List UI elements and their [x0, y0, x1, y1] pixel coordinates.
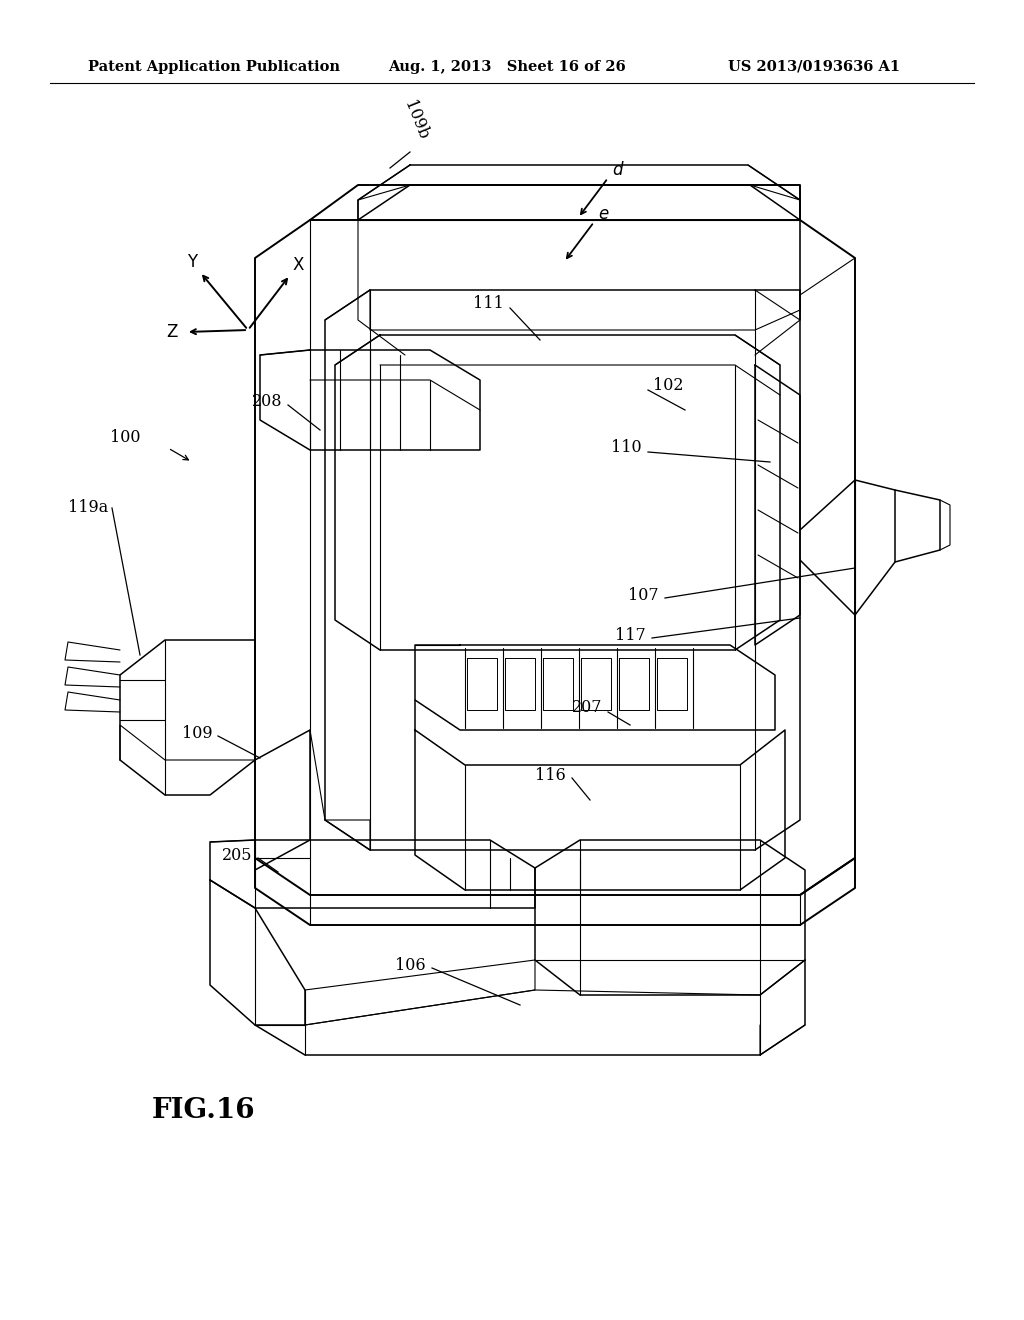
- Text: FIG.16: FIG.16: [152, 1097, 256, 1123]
- Text: 111: 111: [473, 296, 504, 313]
- Text: 109: 109: [182, 725, 213, 742]
- Text: 107: 107: [629, 586, 659, 603]
- Text: Aug. 1, 2013   Sheet 16 of 26: Aug. 1, 2013 Sheet 16 of 26: [388, 59, 626, 74]
- Text: 116: 116: [536, 767, 566, 784]
- Text: e: e: [598, 205, 608, 223]
- Text: 109b: 109b: [400, 98, 431, 143]
- Text: 119a: 119a: [68, 499, 108, 516]
- Text: Patent Application Publication: Patent Application Publication: [88, 59, 340, 74]
- Text: 110: 110: [611, 440, 642, 457]
- Text: 106: 106: [395, 957, 426, 974]
- Text: X: X: [292, 256, 304, 275]
- Text: 100: 100: [110, 429, 140, 446]
- Text: 208: 208: [252, 392, 282, 409]
- Text: US 2013/0193636 A1: US 2013/0193636 A1: [728, 59, 900, 74]
- Text: Z: Z: [166, 323, 178, 341]
- Text: 117: 117: [615, 627, 646, 644]
- Text: 205: 205: [221, 846, 252, 863]
- Text: d: d: [612, 161, 623, 180]
- Text: 207: 207: [571, 700, 602, 717]
- Text: Y: Y: [187, 253, 197, 271]
- Text: 102: 102: [653, 378, 683, 395]
